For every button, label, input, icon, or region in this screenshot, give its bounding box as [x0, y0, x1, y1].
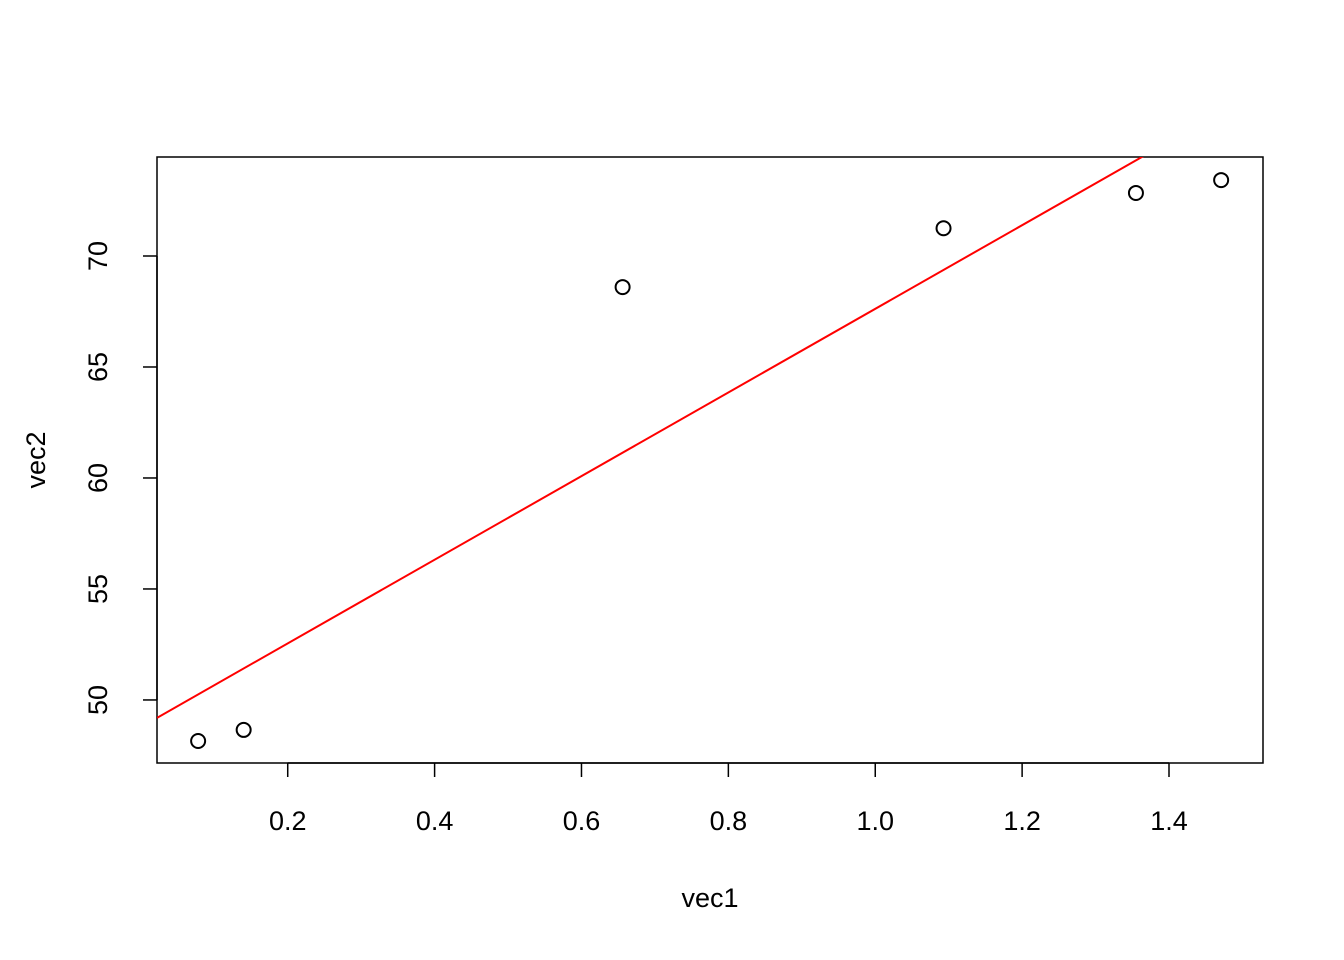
y-tick-label: 60: [83, 463, 113, 493]
x-tick-label: 1.4: [1150, 806, 1188, 836]
y-axis-label: vec2: [21, 431, 51, 488]
point: [1127, 184, 1144, 201]
fit-line: [157, 157, 1144, 719]
y-tick-label: 55: [83, 574, 113, 604]
x-tick-label: 1.0: [856, 806, 894, 836]
y-tick-label: 65: [83, 352, 113, 382]
x-tick-label: 0.8: [710, 806, 748, 836]
point: [235, 721, 252, 738]
x-axis-label: vec1: [681, 883, 738, 913]
x-tick-label: 1.2: [1003, 806, 1041, 836]
y-tick-label: 70: [83, 241, 113, 271]
point: [1213, 172, 1230, 189]
y-tick-label: 50: [83, 685, 113, 715]
point: [935, 220, 952, 237]
point: [614, 279, 631, 296]
fit-line-group: [157, 157, 1144, 719]
x-tick-label: 0.2: [269, 806, 307, 836]
x-tick-label: 0.6: [563, 806, 601, 836]
point: [190, 733, 207, 750]
x-tick-label: 0.4: [416, 806, 454, 836]
plot-box: [156, 156, 1264, 764]
